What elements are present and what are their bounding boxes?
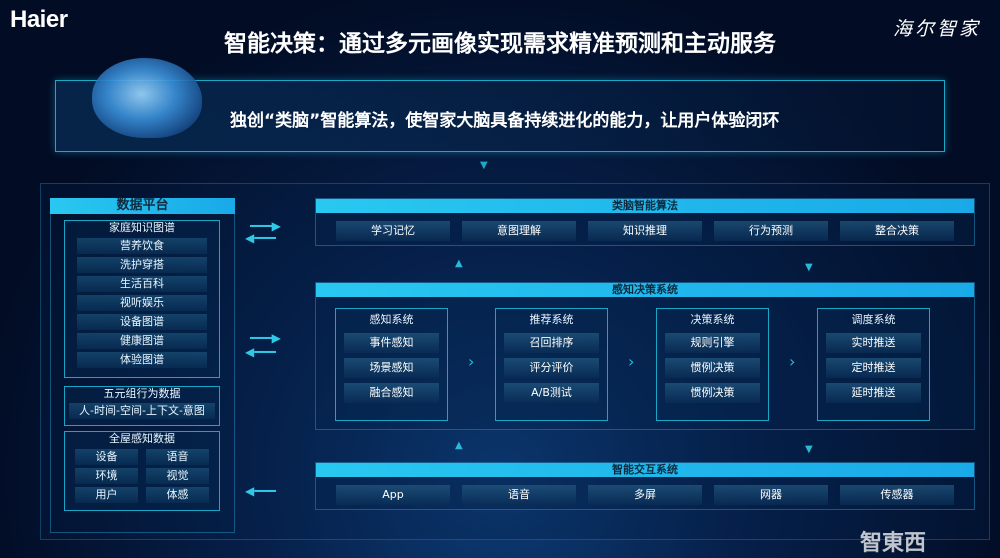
list-item: 用户: [75, 487, 138, 503]
list-item: 体验图谱: [77, 352, 207, 368]
list-item: 生活百科: [77, 276, 207, 292]
perception-data-group: 全屋感知数据 设备 语音 环境 视觉 用户 体感: [64, 431, 220, 511]
brand-signature: 海尔智家: [893, 18, 982, 40]
system-item: 融合感知: [344, 383, 439, 403]
system-item: 惯例决策: [665, 358, 760, 378]
system-item: 召回排序: [504, 333, 599, 353]
system-title: 决策系统: [690, 313, 735, 326]
arrow-left-icon: ◀━━━: [245, 231, 276, 245]
system-item: 规则引擎: [665, 333, 760, 353]
interaction-item: 语音: [462, 485, 576, 505]
interaction-item: 网器: [714, 485, 828, 505]
system-card: 调度系统实时推送定时推送延时推送: [817, 308, 930, 421]
chevron-right-icon: ›: [789, 352, 796, 371]
interaction-item: App: [336, 485, 450, 505]
slogan-banner: [55, 80, 945, 152]
algorithm-item: 学习记忆: [336, 221, 450, 241]
list-item: 视觉: [146, 468, 209, 484]
system-item: 场景感知: [344, 358, 439, 378]
list-item: 设备图谱: [77, 314, 207, 330]
list-item: 环境: [75, 468, 138, 484]
system-item: 实时推送: [826, 333, 921, 353]
chevron-right-icon: ›: [628, 352, 635, 371]
page-title: 智能决策：通过多元画像实现需求精准预测和主动服务: [224, 31, 776, 57]
chevron-right-icon: ›: [468, 352, 475, 371]
arrow-left-icon: ◀━━━: [245, 345, 276, 359]
system-title: 调度系统: [851, 313, 896, 326]
list-item: 设备: [75, 449, 138, 465]
data-platform-title: 数据平台: [50, 198, 235, 214]
arrow-down-icon: ▼: [805, 262, 813, 273]
system-card: 决策系统 规则引擎 惯例决策 惯例决策: [656, 308, 769, 421]
algorithm-item: 知识推理: [588, 221, 702, 241]
interaction-item: 多屏: [588, 485, 702, 505]
system-title: 感知系统: [369, 313, 414, 326]
list-item: 健康图谱: [77, 333, 207, 349]
arrow-right-icon: ━━━▶: [250, 219, 281, 233]
list-item: 语音: [146, 449, 209, 465]
arrow-up-icon: ▲: [455, 440, 463, 451]
algorithm-item: 整合决策: [840, 221, 954, 241]
brain-image: [92, 58, 202, 138]
watermark: 智東西: [860, 531, 927, 556]
arrow-down-icon: ▼: [805, 444, 813, 455]
system-card: 推荐系统召回排序评分评价 A/B测试: [495, 308, 608, 421]
slogan-text: 独创“类脑”智能算法，使智家大脑具备持续进化的能力，让用户体验闭环: [230, 111, 780, 131]
interaction-title: 智能交互系统: [316, 463, 974, 477]
system-item: 事件感知: [344, 333, 439, 353]
system-item: 惯例决策: [665, 383, 760, 403]
arrow-left-icon: ◀━━━: [245, 484, 276, 498]
interaction-section: 智能交互系统 App 语音 多屏 网器 传感器: [315, 462, 975, 510]
algorithm-title: 类脑智能算法: [316, 199, 974, 213]
system-title: 推荐系统: [529, 313, 574, 326]
system-item: A/B测试: [504, 383, 599, 403]
interaction-item: 传感器: [840, 485, 954, 505]
system-item: 延时推送: [826, 383, 921, 403]
group-title: 五元组行为数据: [103, 387, 181, 400]
algorithm-section: 类脑智能算法 学习记忆 意图理解 知识推理 行为预测 整合决策: [315, 198, 975, 246]
system-card: 感知系统事件感知场景感知融合感知: [335, 308, 448, 421]
chevron-down-icon: ▼: [480, 160, 488, 171]
list-item: 视听娱乐: [77, 295, 207, 311]
behavior-data-group: 五元组行为数据 人-时间-空间-上下文-意图: [64, 386, 220, 426]
decision-system-section: 感知决策系统: [315, 282, 975, 430]
group-title: 家庭知识图谱: [109, 221, 175, 234]
list-item: 体感: [146, 487, 209, 503]
decision-system-title: 感知决策系统: [316, 283, 974, 297]
knowledge-graph-group: 家庭知识图谱 营养饮食洗护穿搭生活百科视听娱乐设备图谱健康图谱体验图谱: [64, 220, 220, 378]
group-title: 全屋感知数据: [109, 432, 175, 445]
arrow-right-icon: ━━━▶: [250, 331, 281, 345]
algorithm-item: 行为预测: [714, 221, 828, 241]
list-item: 营养饮食: [77, 238, 207, 254]
system-item: 评分评价: [504, 358, 599, 378]
haier-logo: Haier: [10, 6, 68, 33]
list-item: 洗护穿搭: [77, 257, 207, 273]
algorithm-item: 意图理解: [462, 221, 576, 241]
arrow-up-icon: ▲: [455, 258, 463, 269]
system-item: 定时推送: [826, 358, 921, 378]
list-item: 人-时间-空间-上下文-意图: [69, 403, 215, 419]
